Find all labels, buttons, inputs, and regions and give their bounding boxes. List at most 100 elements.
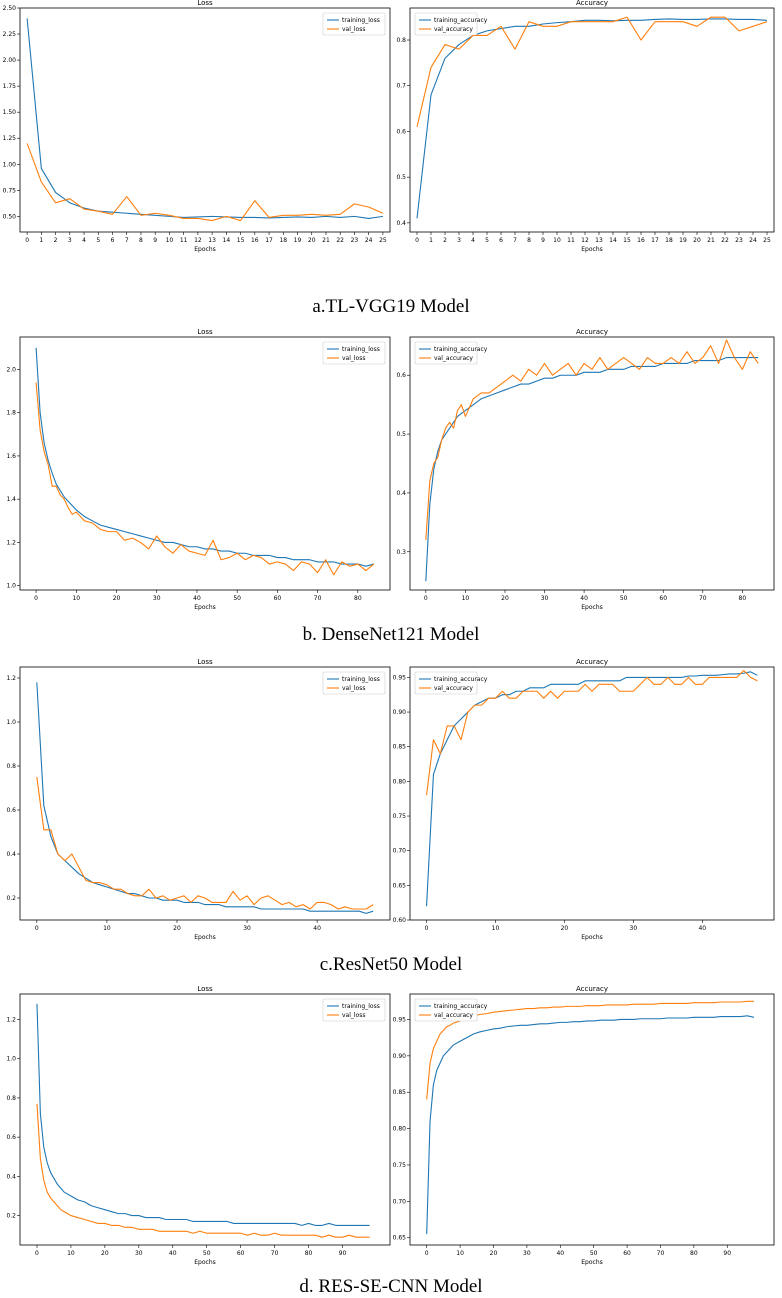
x-tick-label: 15 <box>237 237 245 244</box>
y-tick-label: 1.0 <box>6 1056 16 1063</box>
x-tick-label: 50 <box>203 1250 211 1257</box>
y-tick-label: 0.75 <box>393 1162 407 1169</box>
x-tick-label: 13 <box>208 237 216 244</box>
y-tick-label: 0.6 <box>6 1134 16 1141</box>
plot-frame <box>19 336 391 591</box>
y-tick-label: 0.80 <box>393 1126 407 1133</box>
chart-title: Accuracy <box>576 658 608 666</box>
x-tick-label: 60 <box>623 1250 631 1257</box>
x-tick-label: 7 <box>125 237 129 244</box>
x-axis-label: Epochs <box>194 934 216 941</box>
y-tick-label: 0.7 <box>396 83 406 90</box>
x-tick-label: 80 <box>739 595 747 602</box>
x-tick-label: 16 <box>637 237 645 244</box>
x-tick-label: 24 <box>749 237 757 244</box>
series-line-val_loss <box>35 382 375 576</box>
x-tick-label: 20 <box>308 237 316 244</box>
x-tick-label: 23 <box>351 237 359 244</box>
caption-a: a.TL-VGG19 Model <box>312 296 469 317</box>
x-tick-label: 4 <box>82 237 86 244</box>
panel-b-loss: Loss Epochs 0 10 20 30 40 50 60 70 80 1.0 1.2 1.4 1.6 1… <box>6 328 391 611</box>
y-tick-label: 0.80 <box>393 778 407 785</box>
x-tick-label: 14 <box>609 237 617 244</box>
x-tick-label: 10 <box>492 925 500 932</box>
x-tick-label: 25 <box>379 237 387 244</box>
x-tick-label: 0 <box>425 925 429 932</box>
x-tick-label: 30 <box>541 595 549 602</box>
panel-d-accuracy: Accuracy Epochs 0 10 20 30 40 50 60 70 80 90 0.65 0.7… <box>393 985 775 1266</box>
x-tick-label: 0 <box>35 1250 39 1257</box>
legend-entry: val_accuracy <box>434 26 473 33</box>
y-tick-label: 1.75 <box>3 83 17 90</box>
x-tick-label: 17 <box>651 237 659 244</box>
y-tick-label: 0.50 <box>3 213 17 220</box>
x-tick-label: 20 <box>101 1250 109 1257</box>
panel-d-loss: Loss Epochs 0 10 20 30 40 50 60 70 80 90 0.2 0.4 0.6 0.… <box>6 985 391 1266</box>
y-tick-label: 2.00 <box>3 57 17 64</box>
y-tick-label: 0.90 <box>393 1053 407 1060</box>
x-tick-label: 12 <box>194 237 202 244</box>
legend-entry: val_loss <box>342 1012 365 1019</box>
x-tick-label: 7 <box>513 237 517 244</box>
y-tick-label: 0.95 <box>393 674 407 681</box>
y-tick-label: 1.6 <box>6 453 16 460</box>
legend-entry: training_accuracy <box>434 17 488 24</box>
chart-title: Loss <box>197 985 213 993</box>
x-tick-label: 30 <box>243 925 251 932</box>
x-tick-label: 0 <box>424 595 428 602</box>
x-tick-label: 5 <box>485 237 489 244</box>
y-tick-label: 0.8 <box>6 763 16 770</box>
y-tick-label: 0.2 <box>6 1213 16 1220</box>
x-tick-label: 20 <box>490 1250 498 1257</box>
y-tick-label: 0.4 <box>6 851 16 858</box>
x-tick-label: 1 <box>39 237 43 244</box>
x-tick-label: 9 <box>541 237 545 244</box>
plot-frame <box>19 993 391 1246</box>
x-tick-label: 10 <box>462 595 470 602</box>
x-tick-label: 50 <box>620 595 628 602</box>
y-tick-label: 0.85 <box>393 1089 407 1096</box>
y-tick-label: 0.6 <box>396 372 406 379</box>
caption-d: d. RES-SE-CNN Model <box>299 1276 482 1297</box>
y-tick-label: 0.85 <box>393 744 407 751</box>
x-tick-label: 10 <box>553 237 561 244</box>
x-tick-label: 22 <box>721 237 729 244</box>
x-tick-label: 6 <box>111 237 115 244</box>
x-tick-label: 17 <box>265 237 273 244</box>
y-tick-label: 1.25 <box>3 135 17 142</box>
x-tick-label: 24 <box>365 237 373 244</box>
y-tick-label: 0.75 <box>393 813 407 820</box>
x-tick-label: 15 <box>623 237 631 244</box>
legend-entry: val_accuracy <box>434 355 473 362</box>
y-tick-label: 1.00 <box>3 161 17 168</box>
y-tick-label: 0.65 <box>393 882 407 889</box>
series-line-val_loss <box>36 1103 370 1238</box>
x-tick-label: 40 <box>193 595 201 602</box>
legend-entry: training_loss <box>342 346 380 353</box>
x-tick-label: 70 <box>657 1250 665 1257</box>
series-line-training_accuracy <box>426 671 758 907</box>
x-tick-label: 6 <box>499 237 503 244</box>
y-tick-label: 0.4 <box>6 1173 16 1180</box>
x-tick-label: 19 <box>679 237 687 244</box>
x-tick-label: 5 <box>96 237 100 244</box>
x-tick-label: 2 <box>54 237 58 244</box>
series-line-val_accuracy <box>416 16 768 127</box>
plot-frame <box>409 7 775 233</box>
x-tick-label: 4 <box>471 237 475 244</box>
series-line-val_loss <box>26 143 384 222</box>
x-tick-label: 0 <box>415 237 419 244</box>
x-tick-label: 1 <box>429 237 433 244</box>
y-tick-label: 1.2 <box>6 539 16 546</box>
y-tick-label: 0.8 <box>396 37 406 44</box>
series-line-training_loss <box>36 1003 370 1226</box>
x-tick-label: 30 <box>630 925 638 932</box>
x-tick-label: 11 <box>180 237 188 244</box>
x-tick-label: 60 <box>659 595 667 602</box>
x-tick-label: 70 <box>271 1250 279 1257</box>
x-tick-label: 11 <box>567 237 575 244</box>
x-tick-label: 10 <box>67 1250 75 1257</box>
y-tick-label: 0.4 <box>396 220 406 227</box>
